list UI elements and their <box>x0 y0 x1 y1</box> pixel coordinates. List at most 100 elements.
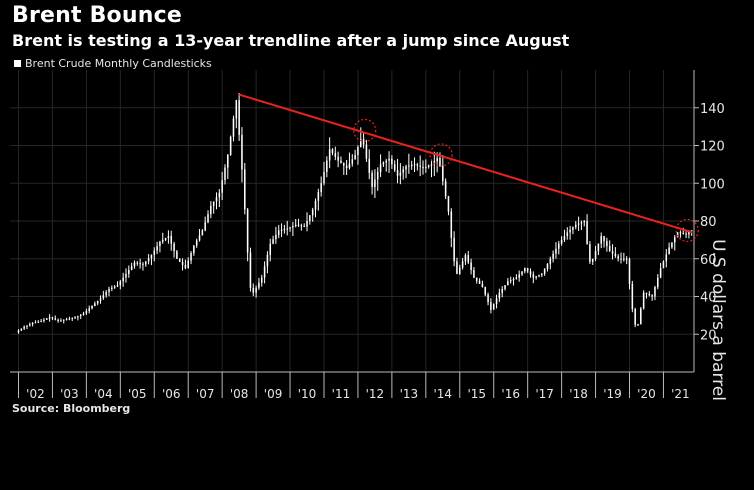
candle-body <box>337 156 339 161</box>
candle-body <box>580 222 583 224</box>
candle-body <box>210 205 212 215</box>
candle-body <box>555 248 557 254</box>
candle-body <box>608 246 611 252</box>
candle-body <box>88 308 90 311</box>
candle-body <box>450 211 453 238</box>
x-tick-label: '10 <box>298 387 317 401</box>
candle-body <box>662 261 665 269</box>
x-tick-label: '06 <box>162 387 181 401</box>
y-tick-label: 40 <box>700 291 717 306</box>
candle-body <box>133 262 136 267</box>
candle-body <box>283 229 286 231</box>
candle-body <box>611 251 614 254</box>
candle-body <box>221 180 223 193</box>
x-tick-label: '07 <box>196 387 215 401</box>
x-tick-label: '09 <box>264 387 283 401</box>
candle-body <box>416 164 419 166</box>
candle-body <box>286 228 288 230</box>
candle-body <box>122 277 124 282</box>
candle-body <box>410 165 413 167</box>
candle-body <box>23 326 25 329</box>
candle-body <box>549 258 552 264</box>
candle-body <box>408 165 410 167</box>
x-tick-label: '13 <box>400 387 419 401</box>
candle-body <box>470 262 472 271</box>
candle-body <box>62 319 65 321</box>
legend: Brent Crude Monthly Candlesticks <box>14 57 212 70</box>
candle-body <box>456 261 458 274</box>
candle-body <box>572 227 574 230</box>
candle-body <box>614 253 617 257</box>
candle-body <box>359 139 362 148</box>
candle-body <box>34 322 37 324</box>
candle-body <box>688 231 690 235</box>
candle-body <box>566 232 569 237</box>
candle-body <box>241 134 243 170</box>
candle-body <box>651 295 653 297</box>
y-tick-label: 80 <box>700 215 717 230</box>
candle-body <box>538 275 540 277</box>
candle-body <box>453 237 455 262</box>
candle-body <box>425 166 427 169</box>
candle-body <box>40 321 42 323</box>
candle-body <box>620 258 622 260</box>
candle-body <box>105 292 107 296</box>
candle-body <box>91 305 93 309</box>
candle-body <box>334 153 337 157</box>
candle-body <box>178 258 181 262</box>
candle-body <box>444 181 447 197</box>
candle-body <box>275 234 277 240</box>
candle-body <box>512 278 515 281</box>
candle-body <box>640 308 642 325</box>
x-tick-label: '04 <box>94 387 113 401</box>
candle-body <box>331 149 334 154</box>
source-note: Source: Bloomberg <box>12 402 131 415</box>
candle-body <box>45 318 48 320</box>
candle-body <box>399 172 402 176</box>
candle-body <box>142 263 144 265</box>
candle-body <box>173 243 175 252</box>
candle-body <box>393 164 396 171</box>
candle-body <box>546 263 549 269</box>
candle-body <box>43 319 45 322</box>
candle-body <box>212 201 215 206</box>
candle-body <box>487 294 489 303</box>
candle-body <box>685 233 687 235</box>
candle-body <box>195 240 198 246</box>
x-tick-label: '15 <box>467 387 486 401</box>
candle-body <box>419 165 421 167</box>
candle-body <box>490 302 492 310</box>
chart-subtitle: Brent is testing a 13-year trendline aft… <box>12 31 570 50</box>
candle-body <box>184 265 187 269</box>
candle-body <box>391 158 393 165</box>
candle-body <box>388 158 390 161</box>
candle-body <box>603 236 605 242</box>
candle-body <box>464 254 467 262</box>
candle-body <box>558 243 560 249</box>
candle-body <box>145 261 147 265</box>
candle-body <box>634 309 636 325</box>
candle-body <box>504 285 506 289</box>
candle-body <box>354 154 356 160</box>
candle-body <box>57 319 59 322</box>
candle-body <box>289 227 291 229</box>
candle-body <box>139 263 141 265</box>
candle-body <box>303 226 305 228</box>
legend-swatch <box>14 60 21 67</box>
candle-body <box>518 274 520 278</box>
x-tick-label: '03 <box>60 387 79 401</box>
candle-body <box>198 235 201 241</box>
candle-body <box>586 221 588 245</box>
candle-body <box>682 232 685 234</box>
candle-body <box>351 159 354 164</box>
candle-body <box>583 221 586 223</box>
x-tick-label: '05 <box>128 387 147 401</box>
candle-body <box>507 281 509 286</box>
candle-body <box>238 100 240 135</box>
candle-body <box>679 232 682 234</box>
candle-body <box>51 317 54 319</box>
candle-body <box>631 283 634 310</box>
candle-body <box>280 229 283 231</box>
candle-body <box>365 144 368 159</box>
candle-body <box>77 316 79 318</box>
